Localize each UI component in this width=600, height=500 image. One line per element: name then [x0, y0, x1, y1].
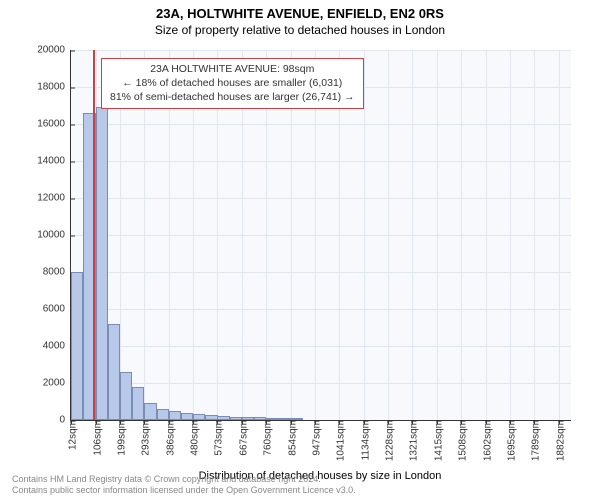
histogram-bar — [217, 416, 229, 420]
histogram-bar — [157, 409, 169, 420]
gridline-h — [71, 50, 571, 51]
x-tick-label: 106sqm — [88, 420, 103, 456]
gridline-v — [559, 50, 560, 420]
y-tick: 14000 — [37, 156, 71, 167]
footer-line-1: Contains HM Land Registry data © Crown c… — [12, 474, 356, 485]
histogram-bar — [254, 417, 266, 420]
gridline-h — [71, 383, 571, 384]
histogram-bar — [169, 411, 181, 420]
histogram-bar — [96, 107, 108, 420]
gridline-h — [71, 235, 571, 236]
y-tick: 12000 — [37, 193, 71, 204]
histogram-bar — [120, 372, 132, 420]
histogram-bar — [132, 387, 144, 420]
histogram-bar — [242, 417, 254, 420]
histogram-bar — [193, 414, 205, 420]
x-tick-label: 1041sqm — [332, 420, 347, 461]
footer-line-2: Contains public sector information licen… — [12, 485, 356, 496]
y-tick: 2000 — [43, 378, 71, 389]
gridline-v — [388, 50, 389, 420]
gridline-v — [510, 50, 511, 420]
x-tick-label: 854sqm — [283, 420, 298, 456]
histogram-bar — [278, 418, 290, 420]
gridline-h — [71, 124, 571, 125]
gridline-h — [71, 161, 571, 162]
gridline-v — [534, 50, 535, 420]
y-tick: 16000 — [37, 119, 71, 130]
x-tick-label: 1695sqm — [502, 420, 517, 461]
histogram-bar — [205, 415, 217, 420]
annotation-line-1: 23A HOLTWHITE AVENUE: 98sqm — [110, 62, 355, 76]
annotation-line-3: 81% of semi-detached houses are larger (… — [110, 90, 355, 104]
plot-area: 0200040006000800010000120001400016000180… — [70, 50, 571, 421]
x-tick-label: 386sqm — [161, 420, 176, 456]
annotation-line-2: ← 18% of detached houses are smaller (6,… — [110, 76, 355, 90]
histogram-bar — [181, 413, 193, 420]
annotation-box: 23A HOLTWHITE AVENUE: 98sqm ← 18% of det… — [101, 58, 364, 109]
gridline-v — [437, 50, 438, 420]
footer: Contains HM Land Registry data © Crown c… — [12, 474, 356, 497]
x-tick-label: 480sqm — [186, 420, 201, 456]
gridline-v — [412, 50, 413, 420]
x-tick-label: 1321sqm — [405, 420, 420, 461]
y-tick: 8000 — [43, 267, 71, 278]
x-tick-label: 573sqm — [210, 420, 225, 456]
gridline-h — [71, 272, 571, 273]
histogram-bar — [108, 324, 120, 420]
y-tick: 18000 — [37, 82, 71, 93]
x-tick-label: 667sqm — [234, 420, 249, 456]
property-marker-line — [93, 50, 95, 420]
histogram-bar — [71, 272, 83, 420]
y-tick: 20000 — [37, 45, 71, 56]
x-tick-label: 1415sqm — [429, 420, 444, 461]
chart-container: 23A, HOLTWHITE AVENUE, ENFIELD, EN2 0RS … — [0, 0, 600, 500]
histogram-bar — [230, 417, 242, 420]
histogram-bar — [144, 403, 156, 420]
x-tick-label: 1789sqm — [527, 420, 542, 461]
x-tick-label: 293sqm — [137, 420, 152, 456]
x-tick-label: 1228sqm — [381, 420, 396, 461]
x-tick-label: 947sqm — [307, 420, 322, 456]
gridline-v — [364, 50, 365, 420]
x-tick-label: 1602sqm — [478, 420, 493, 461]
chart-subtitle: Size of property relative to detached ho… — [0, 21, 600, 37]
x-tick-label: 199sqm — [112, 420, 127, 456]
y-tick: 10000 — [37, 230, 71, 241]
histogram-bar — [266, 418, 278, 420]
gridline-v — [461, 50, 462, 420]
chart-title: 23A, HOLTWHITE AVENUE, ENFIELD, EN2 0RS — [0, 0, 600, 21]
x-tick-label: 1508sqm — [454, 420, 469, 461]
gridline-h — [71, 309, 571, 310]
y-tick: 6000 — [43, 304, 71, 315]
y-tick: 4000 — [43, 341, 71, 352]
gridline-h — [71, 346, 571, 347]
x-tick-label: 760sqm — [259, 420, 274, 456]
histogram-bar — [291, 418, 303, 420]
gridline-h — [71, 198, 571, 199]
gridline-v — [486, 50, 487, 420]
x-tick-label: 1882sqm — [551, 420, 566, 461]
x-tick-label: 12sqm — [64, 420, 79, 450]
x-tick-label: 1134sqm — [356, 420, 371, 460]
